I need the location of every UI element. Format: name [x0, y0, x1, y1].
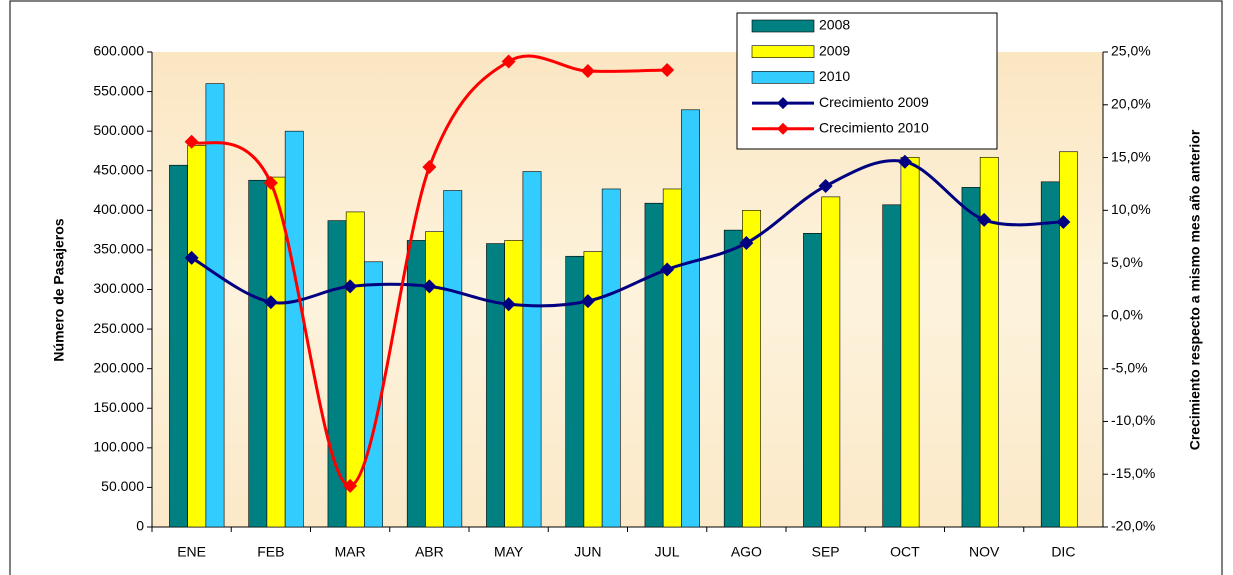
y-tick-label: 150.000: [93, 399, 144, 415]
legend-swatch: [751, 45, 815, 59]
bar: [425, 231, 444, 528]
x-tick-label: MAY: [494, 544, 524, 560]
y-tick-label: 450.000: [93, 161, 144, 177]
marker: [501, 297, 516, 312]
bar: [644, 202, 664, 528]
bar: [961, 187, 981, 528]
marker: [343, 279, 358, 294]
bar: [205, 83, 225, 528]
bar: [900, 156, 920, 528]
bar: [522, 171, 542, 528]
marker: [501, 54, 516, 69]
bar: [187, 145, 207, 528]
marker: [1056, 214, 1071, 229]
bar: [169, 164, 188, 528]
x-tick-label: ABR: [415, 544, 444, 560]
y2-tick-label: 25,0%: [1111, 43, 1151, 59]
x-tick-label: OCT: [890, 544, 920, 560]
marker: [422, 160, 437, 175]
legend-marker: [777, 97, 789, 110]
legend-label: 2008: [819, 17, 850, 33]
x-tick-label: ENE: [177, 544, 206, 560]
bar: [742, 210, 761, 528]
x-tick-label: AGO: [731, 544, 762, 560]
legend-label: 2009: [819, 42, 850, 58]
y2-tick-label: -5,0%: [1111, 359, 1148, 375]
bar: [601, 188, 621, 528]
y-tick-label: 550.000: [93, 82, 144, 98]
marker: [660, 62, 675, 77]
marker: [660, 262, 675, 277]
bar: [723, 229, 743, 528]
bar: [882, 204, 902, 528]
marker: [580, 294, 595, 309]
x-tick-label: NOV: [969, 544, 1000, 560]
bar: [681, 109, 700, 528]
bar: [248, 179, 268, 528]
y-tick-label: 600.000: [93, 43, 144, 59]
y-tick-label: 350.000: [93, 241, 144, 257]
y2-tick-label: 20,0%: [1111, 95, 1151, 111]
x-tick-label: DIC: [1051, 544, 1075, 560]
legend-marker: [777, 122, 789, 135]
bar: [583, 251, 603, 528]
y-tick-label: 50.000: [101, 478, 144, 494]
x-tick-label: MAR: [335, 544, 366, 560]
marker: [897, 154, 912, 169]
legend-label: Crecimiento 2009: [819, 94, 929, 110]
y-axis-label: Número de Pasajeros: [51, 218, 67, 361]
bar: [486, 243, 505, 528]
y-tick-label: 250.000: [93, 320, 144, 336]
y2-axis-label: Crecimiento respecto a mismo mes año ant…: [1187, 129, 1203, 450]
frame: [9, 0, 1223, 575]
legend-label: Crecimiento 2010: [819, 120, 929, 136]
line: [190, 54, 668, 488]
y-tick-label: 500.000: [93, 122, 144, 138]
x-tick-label: JUL: [655, 544, 680, 560]
marker: [184, 250, 199, 265]
x-tick-label: JUN: [574, 544, 601, 560]
y-tick-label: 200.000: [93, 359, 144, 375]
marker: [184, 134, 199, 149]
marker: [739, 236, 754, 251]
marker: [263, 295, 278, 310]
y2-tick-label: 0,0%: [1111, 307, 1143, 323]
bar: [266, 176, 286, 528]
y2-tick-label: -20,0%: [1111, 518, 1155, 534]
marker: [977, 212, 992, 227]
bar: [345, 211, 365, 528]
x-tick-label: FEB: [257, 544, 284, 560]
marker: [580, 64, 595, 78]
bar: [662, 188, 682, 528]
y2-tick-label: 5,0%: [1111, 254, 1143, 270]
bar: [443, 190, 463, 528]
y-tick-label: 0: [136, 518, 144, 534]
bar: [504, 240, 524, 528]
bar: [1059, 151, 1078, 528]
bar: [821, 196, 841, 528]
y-tick-label: 400.000: [93, 201, 144, 217]
line: [190, 159, 1064, 308]
x-tick-label: SEP: [812, 544, 840, 560]
y-tick-label: 100.000: [93, 439, 144, 455]
bar: [565, 255, 585, 528]
bar: [1040, 181, 1060, 528]
legend-swatch: [751, 19, 815, 33]
bar: [803, 232, 822, 528]
y2-tick-label: 15,0%: [1111, 148, 1151, 164]
marker: [818, 179, 833, 194]
y2-tick-label: 10,0%: [1111, 201, 1151, 217]
legend-label: 2010: [819, 68, 850, 84]
marker: [343, 478, 358, 493]
marker: [422, 279, 437, 294]
y2-tick-label: -10,0%: [1111, 412, 1155, 428]
y2-tick-label: -15,0%: [1111, 465, 1155, 481]
legend-swatch: [751, 71, 815, 84]
marker: [263, 175, 278, 190]
bar: [979, 156, 999, 528]
bar: [284, 130, 304, 528]
y-tick-label: 300.000: [93, 280, 144, 296]
